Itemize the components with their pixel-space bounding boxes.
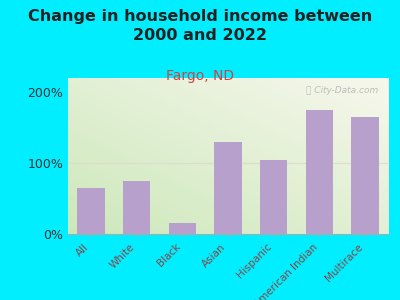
Bar [123, 181, 150, 234]
Bar [214, 142, 242, 234]
Text: Fargo, ND: Fargo, ND [166, 69, 234, 83]
Bar [352, 117, 379, 234]
Bar [168, 224, 196, 234]
Bar [306, 110, 333, 234]
Text: ⓘ City-Data.com: ⓘ City-Data.com [306, 86, 378, 95]
Bar [260, 160, 288, 234]
Bar [77, 188, 104, 234]
Text: Change in household income between
2000 and 2022: Change in household income between 2000 … [28, 9, 372, 43]
